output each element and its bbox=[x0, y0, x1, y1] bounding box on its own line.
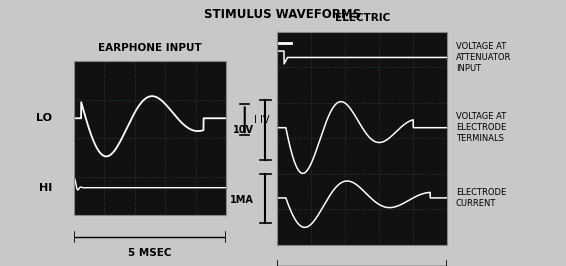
Text: VOLTAGE AT
ATTENUATOR
INPUT: VOLTAGE AT ATTENUATOR INPUT bbox=[456, 42, 511, 73]
Text: STIMULUS WAVEFORMS: STIMULUS WAVEFORMS bbox=[204, 8, 362, 21]
Text: 10V: 10V bbox=[233, 125, 254, 135]
Text: 1MA: 1MA bbox=[230, 195, 254, 205]
Text: HI: HI bbox=[39, 183, 52, 193]
Text: ELECTRODE
CURRENT: ELECTRODE CURRENT bbox=[456, 188, 506, 208]
Text: I IV: I IV bbox=[254, 115, 269, 125]
Text: EARPHONE INPUT: EARPHONE INPUT bbox=[98, 43, 202, 53]
Text: 5 MSEC: 5 MSEC bbox=[128, 248, 171, 258]
Text: ELECTRIC: ELECTRIC bbox=[335, 13, 390, 23]
Text: VOLTAGE AT
ELECTRODE
TERMINALS: VOLTAGE AT ELECTRODE TERMINALS bbox=[456, 112, 506, 143]
Text: LO: LO bbox=[36, 113, 52, 123]
